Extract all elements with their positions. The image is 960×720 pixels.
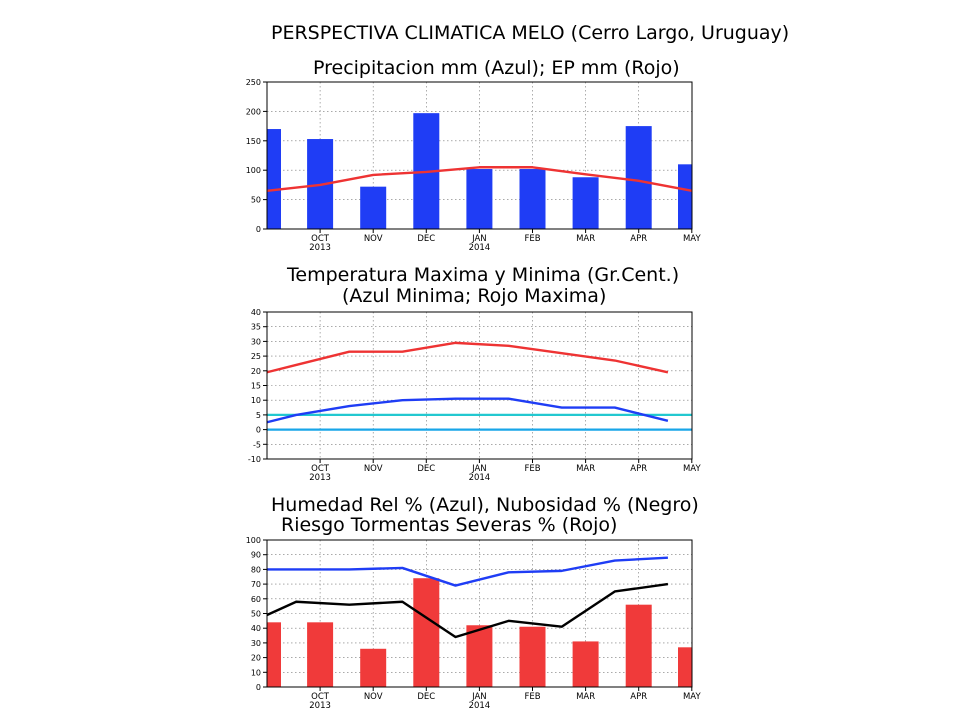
series-line xyxy=(266,166,693,192)
bar xyxy=(625,126,652,229)
y-tick-label: 100 xyxy=(246,536,261,545)
bar xyxy=(466,625,493,687)
x-tick-label: FEB xyxy=(524,464,540,474)
x-tick-label: OCT xyxy=(311,692,330,702)
humidity-cloud-storm-chart: Humedad Rel % (Azul), Nubosidad % (Negro… xyxy=(246,494,702,711)
x-tick-label: APR xyxy=(630,692,647,702)
x-tick-label: MAR xyxy=(576,234,595,244)
chart-title: Precipitacion mm (Azul); EP mm (Rojo) xyxy=(313,57,680,79)
x-tick-label: OCT xyxy=(311,464,330,474)
chart-subtitle: (Azul Minima; Rojo Maxima) xyxy=(342,285,606,307)
temperature-chart: Temperatura Maxima y Minima (Gr.Cent.) (… xyxy=(248,264,702,483)
x-tick-label: FEB xyxy=(524,234,540,244)
y-tick-label: 20 xyxy=(251,654,261,663)
x-tick-label: MAY xyxy=(683,234,701,244)
x-tick-label: NOV xyxy=(364,234,383,244)
x-tick-label: DEC xyxy=(417,464,435,474)
y-tick-label: 0 xyxy=(256,683,261,692)
x-tick-label: JAN xyxy=(471,692,487,702)
bar xyxy=(360,648,387,687)
bar xyxy=(307,622,334,687)
x-year-label: 2013 xyxy=(309,701,331,711)
x-year-label: 2014 xyxy=(469,243,491,253)
x-year-label: 2014 xyxy=(469,701,491,711)
x-tick-label: APR xyxy=(630,234,647,244)
y-tick-label: 30 xyxy=(251,337,261,346)
x-tick-label: MAR xyxy=(576,692,595,702)
x-tick-label: MAY xyxy=(683,464,701,474)
y-tick-label: 0 xyxy=(256,426,261,435)
y-tick-label: -10 xyxy=(248,455,261,464)
bar xyxy=(572,641,599,687)
y-tick-label: 100 xyxy=(246,166,261,175)
x-year-label: 2014 xyxy=(469,473,491,483)
x-year-label: 2013 xyxy=(309,243,331,253)
bar xyxy=(519,626,546,687)
bar xyxy=(360,186,387,229)
y-tick-label: 10 xyxy=(251,668,261,677)
y-tick-label: 80 xyxy=(251,565,261,574)
series-line xyxy=(266,582,669,639)
chart-title: Temperatura Maxima y Minima (Gr.Cent.) xyxy=(286,264,679,286)
x-tick-label: FEB xyxy=(524,692,540,702)
precipitation-chart: Precipitacion mm (Azul); EP mm (Rojo) 0 5… xyxy=(246,57,702,253)
x-tick-label: MAR xyxy=(576,464,595,474)
x-tick-label: OCT xyxy=(311,234,330,244)
y-tick-label: 10 xyxy=(251,396,261,405)
x-tick-label: DEC xyxy=(417,692,435,702)
series-line xyxy=(266,341,669,374)
bar xyxy=(572,177,599,229)
y-tick-label: 70 xyxy=(251,580,261,589)
y-tick-label: 25 xyxy=(251,352,261,361)
bar xyxy=(678,647,692,687)
series-line xyxy=(266,397,669,424)
y-tick-label: 15 xyxy=(251,382,261,391)
chart-title: Humedad Rel % (Azul), Nubosidad % (Negro… xyxy=(271,494,699,516)
y-tick-label: 30 xyxy=(251,639,261,648)
bar xyxy=(625,604,652,687)
y-tick-label: 50 xyxy=(251,196,261,205)
y-tick-label: 0 xyxy=(256,225,261,234)
x-tick-label: JAN xyxy=(471,464,487,474)
x-tick-label: DEC xyxy=(417,234,435,244)
y-tick-label: 40 xyxy=(251,624,261,633)
y-tick-label: 250 xyxy=(246,78,261,87)
x-tick-label: APR xyxy=(630,464,647,474)
page-title: PERSPECTIVA CLIMATICA MELO (Cerro Largo,… xyxy=(271,22,789,44)
y-tick-label: 150 xyxy=(246,137,261,146)
x-tick-label: NOV xyxy=(364,692,383,702)
series-line xyxy=(267,556,668,587)
chart-subtitle: Riesgo Tormentas Severas % (Rojo) xyxy=(281,514,617,536)
x-tick-label: JAN xyxy=(471,234,487,244)
y-tick-label: -5 xyxy=(253,440,261,449)
bar xyxy=(413,578,440,687)
y-tick-label: 200 xyxy=(246,107,261,116)
x-tick-label: NOV xyxy=(364,464,383,474)
y-tick-label: 50 xyxy=(251,610,261,619)
y-tick-label: 5 xyxy=(256,411,261,420)
y-tick-label: 60 xyxy=(251,595,261,604)
x-year-label: 2013 xyxy=(309,473,331,483)
bar xyxy=(466,169,493,229)
x-tick-label: MAY xyxy=(683,692,701,702)
y-tick-label: 90 xyxy=(251,551,261,560)
bar xyxy=(678,164,692,229)
bar xyxy=(519,169,546,229)
y-tick-label: 20 xyxy=(251,367,261,376)
bar xyxy=(267,622,281,687)
y-tick-label: 35 xyxy=(251,323,261,332)
y-tick-label: 40 xyxy=(251,308,261,317)
bar xyxy=(267,129,281,229)
